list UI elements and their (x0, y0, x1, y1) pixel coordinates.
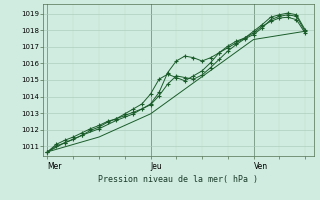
X-axis label: Pression niveau de la mer( hPa ): Pression niveau de la mer( hPa ) (99, 175, 259, 184)
